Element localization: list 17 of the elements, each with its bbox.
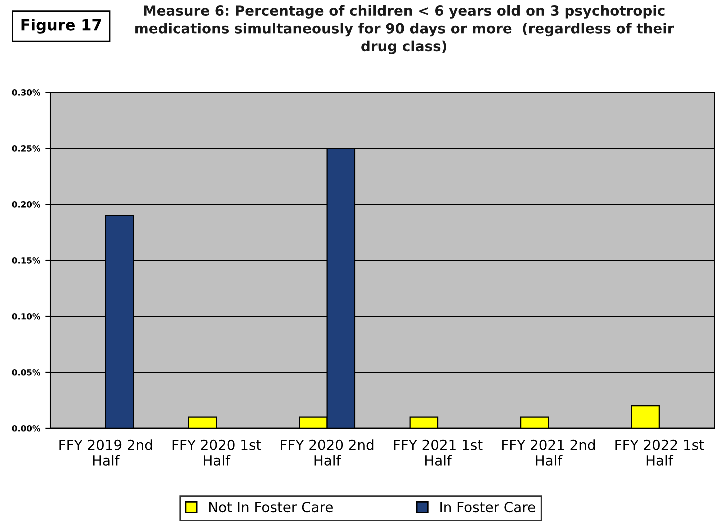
y-tick-label: 0.10% (12, 314, 41, 320)
y-tick-label: 0.25% (12, 146, 41, 152)
x-tick-label: FFY 2022 1st Half (616, 440, 704, 466)
x-tick-label: FFY 2021 2nd Half (502, 440, 596, 466)
y-tick-label: 0.20% (12, 202, 41, 208)
y-tick-label: 0.15% (12, 258, 41, 264)
legend-label: In Foster Care (440, 502, 536, 513)
x-tick-label: FFY 2020 1st Half (172, 440, 262, 466)
y-tick-label: 0.00% (12, 425, 41, 432)
y-tick-label: 0.30% (12, 90, 41, 96)
x-tick-label: FFY 2020 2nd Half (281, 440, 374, 466)
legend-label: Not In Foster Care (210, 502, 333, 513)
x-tick-label: FFY 2021 1st Half (394, 440, 483, 466)
x-tick-label: FFY 2019 2nd Half (60, 440, 152, 466)
y-tick-label: 0.05% (12, 369, 41, 376)
caption: Figure 17 (22, 18, 102, 34)
chart-title: Measure 6: Percentage of children < 6 years old on 3 psychotropic medications simultaneously for 90 days or more (regardless of their drug class) (136, 5, 674, 54)
